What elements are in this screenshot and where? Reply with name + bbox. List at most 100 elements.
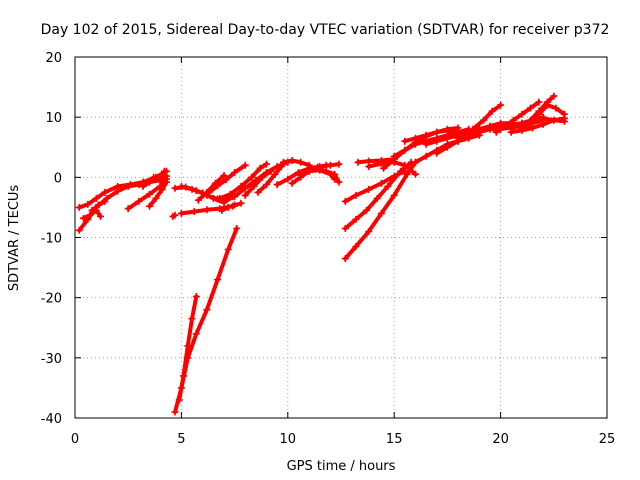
data-point-marker — [497, 122, 505, 130]
data-point-marker — [401, 161, 409, 169]
series-track-4 — [88, 197, 109, 214]
data-point-marker — [305, 161, 313, 169]
data-point-marker — [94, 201, 102, 209]
data-point-marker — [560, 110, 568, 118]
data-point-marker — [373, 194, 381, 202]
data-point-marker — [194, 196, 202, 204]
data-point-marker — [497, 101, 505, 109]
data-point-marker — [231, 193, 239, 201]
y-tick-label: 20 — [45, 51, 62, 66]
data-point-marker — [209, 194, 217, 202]
data-point-marker — [101, 197, 109, 205]
series-track-44 — [507, 113, 547, 133]
data-point-marker — [180, 372, 187, 380]
series-track-19 — [280, 157, 313, 169]
x-tick-label: 5 — [177, 432, 185, 447]
data-point-marker — [341, 255, 349, 263]
data-point-marker — [171, 184, 179, 192]
series-line — [528, 94, 556, 123]
series-track-25 — [175, 293, 200, 404]
data-point-marker — [288, 157, 296, 164]
data-point-marker — [203, 306, 211, 314]
series-track-6 — [139, 167, 168, 190]
data-point-marker — [101, 188, 109, 196]
data-point-marker — [237, 182, 245, 190]
data-point-marker — [529, 116, 536, 124]
data-point-marker — [365, 228, 373, 235]
data-point-marker — [335, 160, 343, 168]
data-series-layer — [75, 92, 568, 416]
data-point-marker — [271, 170, 279, 178]
data-point-marker — [305, 167, 313, 175]
data-point-marker — [480, 116, 488, 124]
data-point-marker — [75, 226, 83, 234]
data-point-marker — [175, 396, 183, 404]
data-point-marker — [492, 128, 500, 136]
data-point-marker — [190, 208, 198, 216]
series-line — [281, 158, 312, 168]
data-point-marker — [352, 215, 360, 223]
data-point-marker — [422, 152, 430, 160]
data-point-marker — [92, 194, 100, 202]
data-point-marker — [267, 167, 275, 175]
data-point-marker — [97, 212, 104, 220]
data-point-marker — [216, 194, 224, 202]
data-point-marker — [126, 181, 134, 189]
data-point-marker — [171, 408, 179, 416]
data-point-marker — [156, 176, 164, 184]
data-point-marker — [352, 191, 360, 199]
data-point-marker — [460, 134, 468, 142]
data-point-marker — [146, 190, 153, 198]
data-point-marker — [412, 140, 419, 148]
data-point-marker — [322, 167, 330, 175]
series-line — [356, 157, 397, 165]
data-point-marker — [518, 110, 526, 118]
data-point-marker — [84, 200, 92, 208]
chart-title: Day 102 of 2015, Sidereal Day-to-day VTE… — [41, 22, 610, 38]
data-point-marker — [422, 140, 430, 148]
data-point-marker — [433, 137, 441, 145]
data-point-marker — [88, 206, 96, 214]
data-point-marker — [331, 170, 339, 178]
data-point-marker — [222, 176, 230, 184]
data-point-marker — [218, 206, 226, 214]
data-point-marker — [377, 179, 385, 187]
data-point-marker — [390, 152, 398, 160]
data-point-marker — [224, 203, 232, 211]
data-point-marker — [237, 199, 245, 207]
data-point-marker — [469, 125, 477, 133]
series-track-23 — [218, 201, 239, 214]
x-tick-label: 20 — [492, 432, 509, 447]
y-tick-label: -40 — [41, 412, 62, 427]
series-line — [509, 115, 546, 132]
data-point-marker — [75, 203, 83, 211]
x-tick-label: 0 — [71, 432, 79, 447]
data-point-marker — [214, 182, 222, 190]
data-point-marker — [322, 161, 330, 169]
data-point-marker — [256, 164, 264, 172]
y-tick-label: -20 — [41, 292, 62, 307]
series-track-27 — [341, 158, 415, 232]
data-point-marker — [135, 197, 143, 205]
series-line — [147, 180, 169, 209]
series-track-22 — [314, 164, 343, 186]
data-point-marker — [365, 163, 373, 170]
data-point-marker — [422, 131, 430, 139]
data-point-marker — [377, 209, 385, 217]
data-point-marker — [163, 178, 170, 186]
data-point-marker — [146, 202, 153, 210]
y-axis-label: SDTVAR / TECUs — [7, 185, 22, 292]
data-point-marker — [177, 182, 185, 190]
series-line — [196, 173, 226, 203]
series-track-7 — [146, 178, 170, 210]
data-point-marker — [254, 188, 262, 196]
data-point-marker — [280, 158, 287, 166]
data-point-marker — [352, 243, 360, 250]
series-line — [519, 103, 567, 132]
data-point-marker — [354, 158, 362, 166]
data-point-marker — [539, 113, 547, 121]
tick-labels: 0 5 10 15 20 25 -40 -30 -20 -10 0 10 20 — [41, 51, 616, 447]
data-point-marker — [454, 134, 462, 142]
data-point-marker — [412, 170, 419, 178]
